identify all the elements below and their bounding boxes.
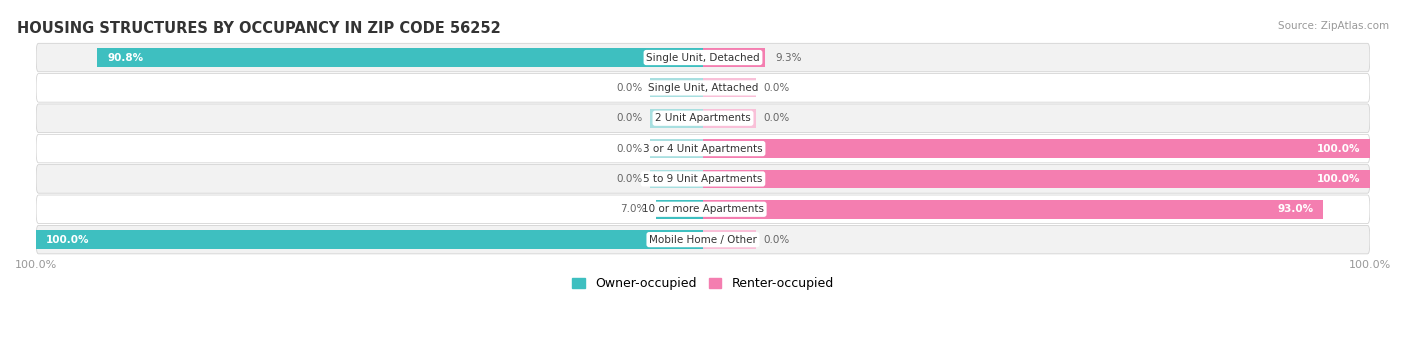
Bar [703, 200, 1323, 219]
Text: Single Unit, Detached: Single Unit, Detached [647, 53, 759, 63]
Text: 3 or 4 Unit Apartments: 3 or 4 Unit Apartments [643, 144, 763, 154]
Text: HOUSING STRUCTURES BY OCCUPANCY IN ZIP CODE 56252: HOUSING STRUCTURES BY OCCUPANCY IN ZIP C… [17, 21, 501, 36]
Text: Source: ZipAtlas.com: Source: ZipAtlas.com [1278, 21, 1389, 30]
Text: 0.0%: 0.0% [617, 113, 643, 123]
Text: 10 or more Apartments: 10 or more Apartments [643, 204, 763, 214]
Bar [650, 139, 703, 158]
Text: 100.0%: 100.0% [1316, 144, 1360, 154]
Bar [703, 78, 756, 97]
Text: 5 to 9 Unit Apartments: 5 to 9 Unit Apartments [644, 174, 762, 184]
Bar [97, 48, 703, 67]
Bar [37, 230, 703, 249]
Bar [703, 170, 1369, 188]
Bar [703, 139, 1369, 158]
Bar [650, 170, 703, 188]
Bar [703, 109, 756, 128]
Bar [703, 230, 756, 249]
Bar [657, 200, 703, 219]
Bar [650, 78, 703, 97]
Text: 0.0%: 0.0% [617, 144, 643, 154]
Legend: Owner-occupied, Renter-occupied: Owner-occupied, Renter-occupied [568, 272, 838, 295]
FancyBboxPatch shape [37, 43, 1369, 72]
Text: 9.3%: 9.3% [775, 53, 801, 63]
Text: 100.0%: 100.0% [46, 235, 90, 245]
Text: Single Unit, Attached: Single Unit, Attached [648, 83, 758, 93]
Text: 2 Unit Apartments: 2 Unit Apartments [655, 113, 751, 123]
Text: 0.0%: 0.0% [617, 174, 643, 184]
Text: 0.0%: 0.0% [617, 83, 643, 93]
Text: 0.0%: 0.0% [763, 83, 789, 93]
Text: 90.8%: 90.8% [107, 53, 143, 63]
Text: 93.0%: 93.0% [1277, 204, 1313, 214]
Bar [650, 109, 703, 128]
FancyBboxPatch shape [37, 165, 1369, 193]
FancyBboxPatch shape [37, 74, 1369, 102]
Text: 100.0%: 100.0% [1316, 174, 1360, 184]
Text: 0.0%: 0.0% [763, 113, 789, 123]
FancyBboxPatch shape [37, 225, 1369, 254]
FancyBboxPatch shape [37, 134, 1369, 163]
Text: Mobile Home / Other: Mobile Home / Other [650, 235, 756, 245]
FancyBboxPatch shape [37, 104, 1369, 132]
FancyBboxPatch shape [37, 195, 1369, 224]
Text: 7.0%: 7.0% [620, 204, 647, 214]
Text: 0.0%: 0.0% [763, 235, 789, 245]
Bar [703, 48, 765, 67]
